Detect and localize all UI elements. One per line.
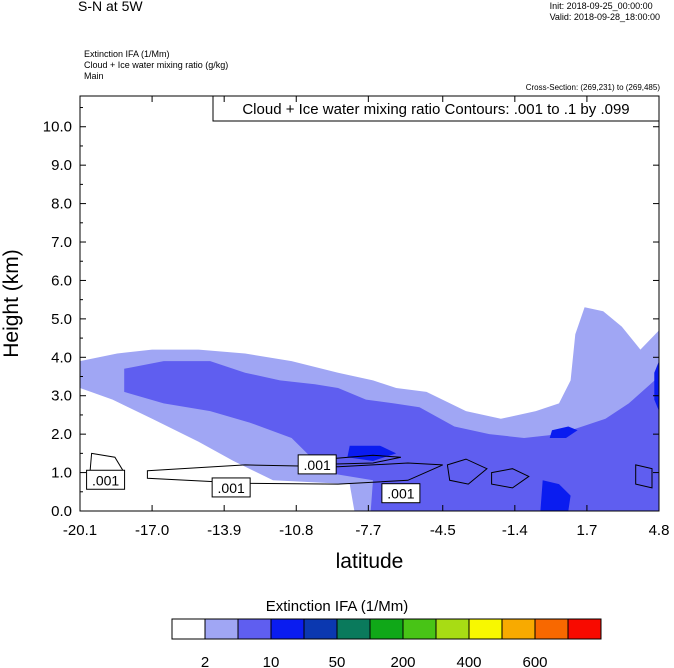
y-tick-label-2: 2.0 xyxy=(51,426,72,443)
x-tick-label-7: 1.7 xyxy=(576,522,597,539)
filled-region-2 xyxy=(347,445,397,461)
colorbar-swatch-11 xyxy=(534,618,569,640)
contour-line-5 xyxy=(635,464,653,489)
contour-label-3: .001 xyxy=(387,486,414,502)
filled-region-4 xyxy=(540,480,571,511)
x-tick-label-2: -13.9 xyxy=(207,522,241,539)
colorbar-swatch-0 xyxy=(171,618,206,640)
colorbar-swatch-9 xyxy=(468,618,503,640)
x-tick-label-3: -10.8 xyxy=(279,522,313,539)
plot-content: .001 .001 .001 .001 xyxy=(80,307,659,511)
contour-info-text: Cloud + Ice water mixing ratio Contours:… xyxy=(242,101,629,118)
colorbar-label-0: 2 xyxy=(201,654,209,668)
colorbar: 2 10 50 200 400 600 xyxy=(171,618,602,668)
contour-info-box xyxy=(212,95,660,122)
filled-region-5 xyxy=(654,361,659,412)
y-tick-label-8: 8.0 xyxy=(51,196,72,213)
x-tick-label-0: -20.1 xyxy=(63,522,97,539)
y-tick-label-0: 0.0 xyxy=(51,503,72,520)
y-tick-label-9: 9.0 xyxy=(51,157,72,174)
x-tick-label-1: -17.0 xyxy=(135,522,169,539)
colorbar-swatch-10 xyxy=(501,618,536,640)
contour-label-box-0 xyxy=(86,469,126,490)
contour-label-2: .001 xyxy=(218,480,245,496)
contour-line-3 xyxy=(446,458,488,485)
colorbar-swatch-1 xyxy=(204,618,239,640)
contour-label-0: .001 xyxy=(92,472,119,488)
colorbar-swatch-8 xyxy=(435,618,470,640)
y-tick-label-3: 3.0 xyxy=(51,388,72,405)
colorbar-label-4: 400 xyxy=(456,654,481,668)
colorbar-label-1: 10 xyxy=(263,654,280,668)
contour-label-box-1 xyxy=(297,454,337,475)
contour-label-box-2 xyxy=(211,477,251,498)
filled-region-3 xyxy=(549,426,578,438)
field-extinction: Extinction IFA (1/Mm) xyxy=(84,49,170,59)
x-tick-label-5: -4.5 xyxy=(430,522,456,539)
field-list: Extinction IFA (1/Mm) Cloud + Ice water … xyxy=(84,49,228,82)
colorbar-swatch-6 xyxy=(369,618,404,640)
field-cloud-ice: Cloud + Ice water mixing ratio (g/kg) xyxy=(84,60,229,70)
colorbar-label-5: 600 xyxy=(522,654,547,668)
contour-line-4 xyxy=(491,468,530,489)
x-tick-label-6: -1.4 xyxy=(502,522,528,539)
init-time: Init: 2018-09-25_00:00:00 xyxy=(549,1,653,11)
field-main: Main xyxy=(84,71,104,81)
colorbar-swatch-4 xyxy=(303,618,338,640)
filled-region-1 xyxy=(124,361,659,511)
x-tick-label-4: -7.7 xyxy=(355,522,381,539)
y-tick-label-4: 4.0 xyxy=(51,349,72,366)
cross-section-label: Cross-Section: (269,231) to (269,485) xyxy=(525,83,660,92)
y-tick-label-6: 6.0 xyxy=(51,272,72,289)
axes: Cloud + Ice water mixing ratio Contours:… xyxy=(0,95,670,573)
x-axis-label: latitude xyxy=(336,550,404,573)
colorbar-swatch-7 xyxy=(402,618,437,640)
y-axis-label: Height (km) xyxy=(0,249,23,358)
y-tick-label-5: 5.0 xyxy=(51,311,72,328)
colorbar-label-3: 200 xyxy=(390,654,415,668)
contour-label-1: .001 xyxy=(304,457,331,473)
colorbar-swatch-3 xyxy=(270,618,305,640)
y-tick-label-1: 1.0 xyxy=(51,465,72,482)
y-tick-label-10: 10.0 xyxy=(43,119,72,136)
init-valid-times: Init: 2018-09-25_00:00:00 Valid: 2018-09… xyxy=(550,1,660,23)
valid-time: Valid: 2018-09-28_18:00:00 xyxy=(549,12,660,22)
chart-title: S-N at 5W xyxy=(78,0,143,14)
colorbar-label-2: 50 xyxy=(329,654,346,668)
contour-label-box-3 xyxy=(381,483,421,504)
plot-area: .001 .001 .001 .001 xyxy=(80,307,659,511)
colorbar-swatch-5 xyxy=(336,618,371,640)
y-tick-label-7: 7.0 xyxy=(51,234,72,251)
x-tick-label-8: 4.8 xyxy=(649,522,670,539)
contour-line-0 xyxy=(146,462,443,485)
colorbar-swatch-2 xyxy=(237,618,272,640)
colorbar-title: Extinction IFA (1/Mm) xyxy=(265,598,409,615)
colorbar-swatch-12 xyxy=(567,618,602,640)
